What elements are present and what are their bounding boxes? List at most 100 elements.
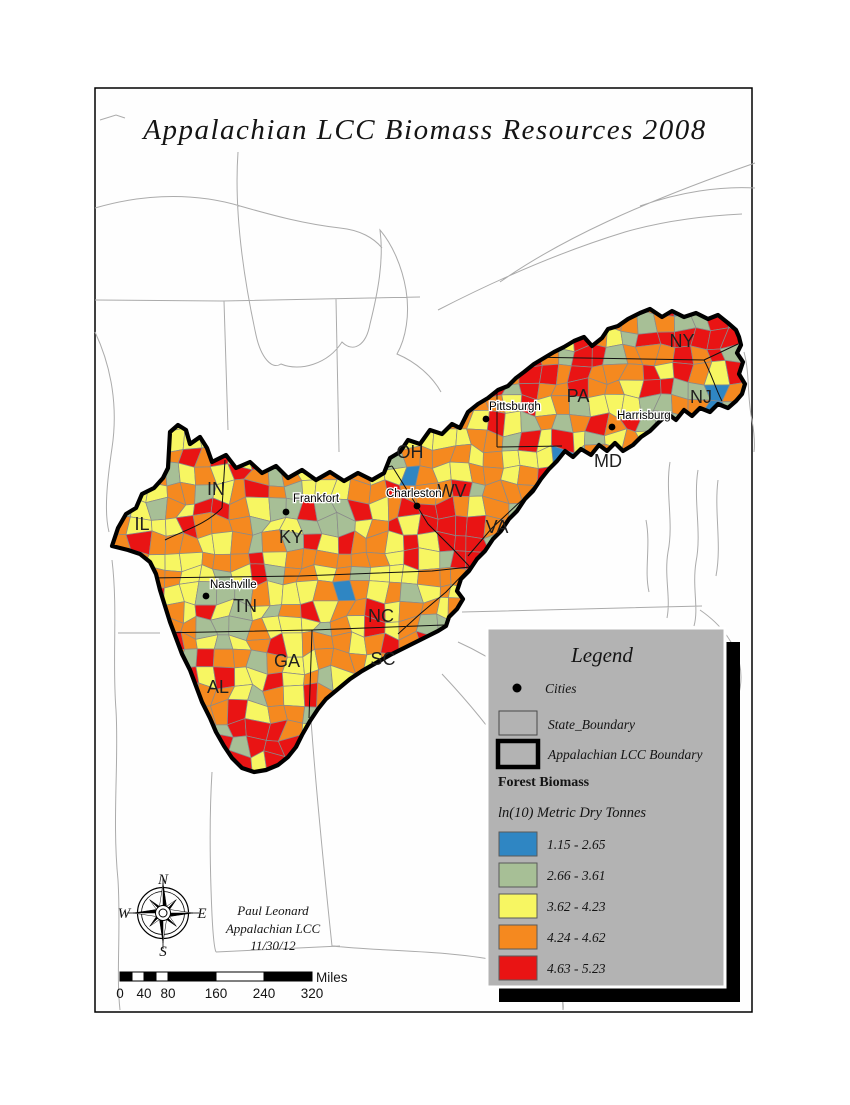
county-cell bbox=[164, 553, 183, 573]
state-label-NY: NY bbox=[669, 331, 694, 351]
attribution-line-2: Appalachian LCC bbox=[225, 921, 321, 936]
city-dot-charleston bbox=[413, 502, 421, 510]
state-label-AL: AL bbox=[207, 677, 229, 697]
legend-class-swatch bbox=[498, 893, 538, 919]
city-dot-harrisburg bbox=[608, 423, 616, 431]
county-cell bbox=[368, 565, 391, 583]
compass-s-label: S bbox=[159, 944, 167, 960]
county-cell bbox=[539, 363, 560, 386]
legend-class-label: 4.24 - 4.62 bbox=[547, 930, 606, 945]
county-cell bbox=[418, 547, 441, 571]
scale-segment bbox=[215, 971, 265, 982]
scale-segment bbox=[131, 971, 145, 982]
scale-segment bbox=[119, 971, 133, 982]
lcc-boundary-symbol bbox=[495, 738, 541, 770]
attribution-line-1: Paul Leonard bbox=[236, 903, 309, 918]
scale-unit-label: Miles bbox=[316, 970, 348, 985]
state-boundary-symbol bbox=[498, 710, 538, 736]
legend-class-label: 1.15 - 2.65 bbox=[547, 837, 606, 852]
state-label-NC: NC bbox=[368, 606, 394, 626]
state-label-NJ: NJ bbox=[690, 387, 712, 407]
city-label-frankfort: Frankfort bbox=[293, 493, 340, 505]
compass-e-label: E bbox=[196, 906, 206, 922]
appalachian-lcc-boundary bbox=[109, 306, 748, 775]
legend-class-swatch bbox=[498, 955, 538, 981]
county-cell bbox=[277, 604, 302, 619]
state-label-TN: TN bbox=[233, 596, 257, 616]
scale-tick-labels: 0 40 80 160 240 320 bbox=[116, 986, 323, 1001]
county-cell bbox=[455, 515, 468, 537]
state-label-PA: PA bbox=[567, 386, 590, 406]
compass-rose: N E S W bbox=[118, 872, 207, 960]
state-label-GA: GA bbox=[274, 651, 300, 671]
compass-n-label: N bbox=[157, 872, 169, 888]
state-label-VA: VA bbox=[486, 517, 509, 537]
scale-tick-label: 0 bbox=[116, 986, 124, 1001]
county-cell bbox=[212, 648, 236, 669]
county-cell bbox=[516, 464, 539, 486]
legend-lcc-boundary-label: Appalachian LCC Boundary bbox=[547, 747, 703, 762]
state-label-IL: IL bbox=[134, 514, 149, 534]
county-cell bbox=[282, 684, 306, 708]
city-dot-nashville bbox=[202, 592, 210, 600]
scale-tick-label: 80 bbox=[160, 986, 175, 1001]
legend-state-boundary-label: State_Boundary bbox=[548, 717, 635, 732]
attribution-line-3: 11/30/12 bbox=[250, 938, 296, 953]
compass-w-label: W bbox=[118, 906, 132, 922]
map-title: Appalachian LCC Biomass Resources 2008 bbox=[141, 114, 706, 146]
state-label-KY: KY bbox=[279, 527, 303, 547]
scale-segment bbox=[263, 971, 313, 982]
county-cell bbox=[465, 514, 487, 540]
state-label-MD: MD bbox=[594, 451, 622, 471]
county-cell bbox=[281, 671, 305, 687]
county-cell bbox=[248, 551, 265, 565]
county-cell bbox=[336, 553, 352, 569]
compass-hub bbox=[155, 905, 171, 921]
city-label-harrisburg: Harrisburg bbox=[617, 410, 671, 422]
county-cell bbox=[453, 535, 467, 552]
county-cell bbox=[268, 485, 287, 499]
scale-tick-label: 320 bbox=[301, 986, 324, 1001]
scale-segment bbox=[167, 971, 217, 982]
city-dot-pittsburgh bbox=[482, 415, 490, 423]
legend-class-label: 2.66 - 3.61 bbox=[547, 868, 606, 883]
county-cell bbox=[211, 530, 233, 555]
scale-tick-label: 40 bbox=[136, 986, 151, 1001]
county-cell bbox=[284, 548, 305, 570]
legend: Legend Cities State_Boundary Appalachian… bbox=[485, 626, 740, 1002]
compass-hub bbox=[158, 908, 168, 918]
city-dot-frankfort bbox=[282, 508, 290, 516]
city-label-pittsburgh: Pittsburgh bbox=[489, 401, 541, 413]
legend-class-rows: 1.15 - 2.65 2.66 - 3.61 3.62 - 4.23 4.24 - … bbox=[498, 831, 606, 981]
state-label-SC: SC bbox=[370, 649, 395, 669]
legend-class-swatch bbox=[498, 831, 538, 857]
attribution: Paul Leonard Appalachian LCC 11/30/12 bbox=[225, 903, 321, 953]
scale-bar: Miles 0 40 80 160 240 320 bbox=[116, 970, 348, 1001]
scale-tick-label: 240 bbox=[253, 986, 276, 1001]
legend-cities-label: Cities bbox=[545, 681, 577, 696]
city-label-nashville: Nashville bbox=[210, 579, 257, 591]
state-label-IN: IN bbox=[207, 479, 225, 499]
compass-star bbox=[127, 877, 199, 949]
scale-segment bbox=[155, 971, 169, 982]
county-cell bbox=[266, 580, 284, 607]
legend-class-swatch bbox=[498, 924, 538, 950]
state-labels: NY NJ PA MD OH WV VA KY IN IL TN NC SC GA AL bbox=[134, 331, 712, 697]
legend-class-label: 3.62 - 4.23 bbox=[546, 899, 606, 914]
legend-units-label: ln(10) Metric Dry Tonnes bbox=[498, 805, 646, 821]
state-label-WV: WV bbox=[438, 481, 467, 501]
legend-class-swatch bbox=[498, 862, 538, 888]
scale-tick-label: 160 bbox=[205, 986, 228, 1001]
legend-title: Legend bbox=[570, 643, 633, 667]
cities-symbol bbox=[512, 683, 522, 693]
city-markers: Pittsburgh Harrisburg Charleston Frankfort N… bbox=[202, 400, 672, 600]
city-label-charleston: Charleston bbox=[386, 488, 442, 500]
scale-segment bbox=[143, 971, 157, 982]
legend-class-label: 4.63 - 5.23 bbox=[547, 961, 606, 976]
county-cell bbox=[482, 450, 504, 469]
legend-section-title: Forest Biomass bbox=[498, 775, 590, 790]
state-label-OH: OH bbox=[397, 442, 424, 462]
county-cell bbox=[195, 648, 215, 668]
